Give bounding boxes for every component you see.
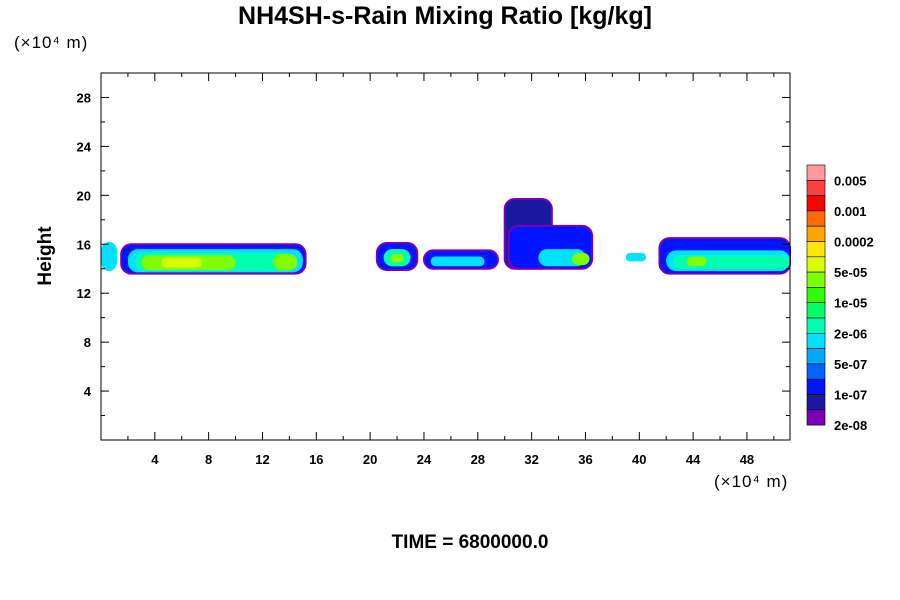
colorbar-label: 1e-05 <box>834 296 867 311</box>
colorbar-label: 5e-07 <box>834 357 867 372</box>
x-axis-unit: (×10⁴ m) <box>714 472 789 491</box>
colorbar-swatch <box>806 378 826 395</box>
field-cell <box>390 254 404 263</box>
field-cell <box>430 256 485 267</box>
field-cell <box>571 252 590 266</box>
y-tick-label: 24 <box>77 139 92 154</box>
y-axis-unit: (×10⁴ m) <box>14 33 89 52</box>
x-tick-label: 8 <box>205 452 212 467</box>
x-tick-label: 16 <box>309 452 323 467</box>
colorbar-swatch <box>806 225 826 242</box>
x-tick-label: 36 <box>578 452 592 467</box>
x-tick-label: 4 <box>151 452 159 467</box>
colorbar-label: 0.005 <box>834 173 867 188</box>
colorbar-swatch <box>806 271 826 288</box>
field-cell <box>273 254 298 270</box>
colorbar-swatch <box>806 348 826 365</box>
colorbar-swatch <box>806 256 826 273</box>
colorbar-swatch <box>806 302 826 319</box>
plot-field <box>101 198 791 275</box>
field-cell <box>686 256 707 267</box>
colorbar-label: 5e-05 <box>834 265 867 280</box>
colorbar: 0.005 0.001 0.0002 5e-05 1e-05 2e-06 5e-07 1e-0… <box>806 164 874 433</box>
colorbar-swatch <box>806 394 826 411</box>
y-tick-label: 4 <box>84 384 92 399</box>
y-tick-label: 28 <box>77 90 91 105</box>
time-footer: TIME = 6800000.0 <box>391 532 549 553</box>
x-tick-label: 24 <box>417 452 432 467</box>
y-tick-label: 16 <box>77 237 91 252</box>
y-tick-label: 20 <box>77 188 91 203</box>
colorbar-label: 0.001 <box>834 204 867 219</box>
colorbar-label: 0.0002 <box>834 235 874 250</box>
x-tick-label: 48 <box>740 452 754 467</box>
x-tick-label: 32 <box>524 452 538 467</box>
colorbar-swatch <box>806 409 826 426</box>
colorbar-swatch <box>806 210 826 227</box>
colorbar-swatch <box>806 317 826 334</box>
colorbar-swatch <box>806 363 826 380</box>
colorbar-swatch <box>806 195 826 212</box>
field-cell <box>625 252 647 262</box>
x-tick-label: 28 <box>471 452 485 467</box>
colorbar-swatch <box>806 241 826 258</box>
plot-frame <box>100 72 791 441</box>
y-tick-label: 8 <box>84 335 91 350</box>
chart-title: NH4SH-s-Rain Mixing Ratio [kg/kg] <box>238 2 652 30</box>
x-tick-label: 40 <box>632 452 646 467</box>
colorbar-swatch <box>806 164 826 181</box>
colorbar-label: 2e-08 <box>834 418 867 433</box>
colorbar-swatch <box>806 332 826 349</box>
colorbar-label: 1e-07 <box>834 388 867 403</box>
x-tick-label: 12 <box>255 452 269 467</box>
x-tick-label: 20 <box>363 452 377 467</box>
y-tick-label: 12 <box>77 286 91 301</box>
x-tick-label: 44 <box>686 452 701 467</box>
colorbar-swatch <box>806 287 826 303</box>
field-cell <box>161 257 202 268</box>
field-cell <box>101 241 118 272</box>
colorbar-swatch <box>806 180 826 196</box>
colorbar-label: 2e-06 <box>834 326 867 341</box>
